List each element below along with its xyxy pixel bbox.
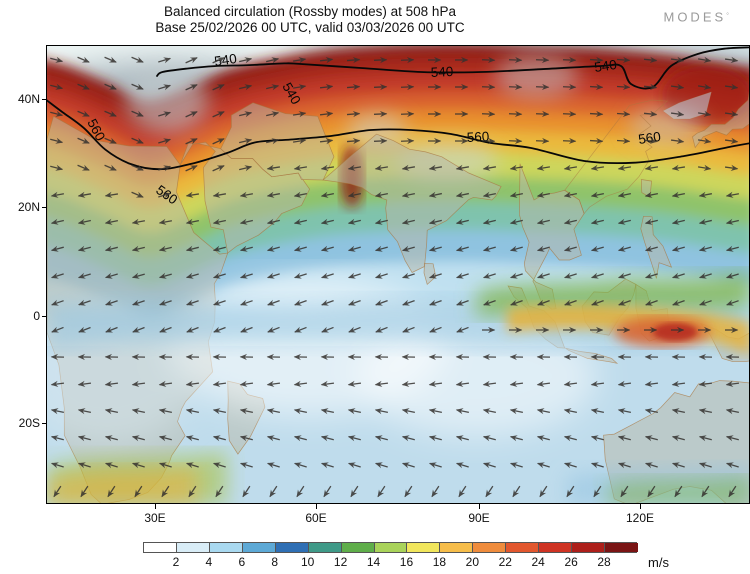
- svg-text:540: 540: [430, 64, 453, 80]
- svg-text:560: 560: [466, 129, 489, 145]
- svg-text:540: 540: [213, 51, 237, 69]
- svg-text:560: 560: [637, 129, 661, 147]
